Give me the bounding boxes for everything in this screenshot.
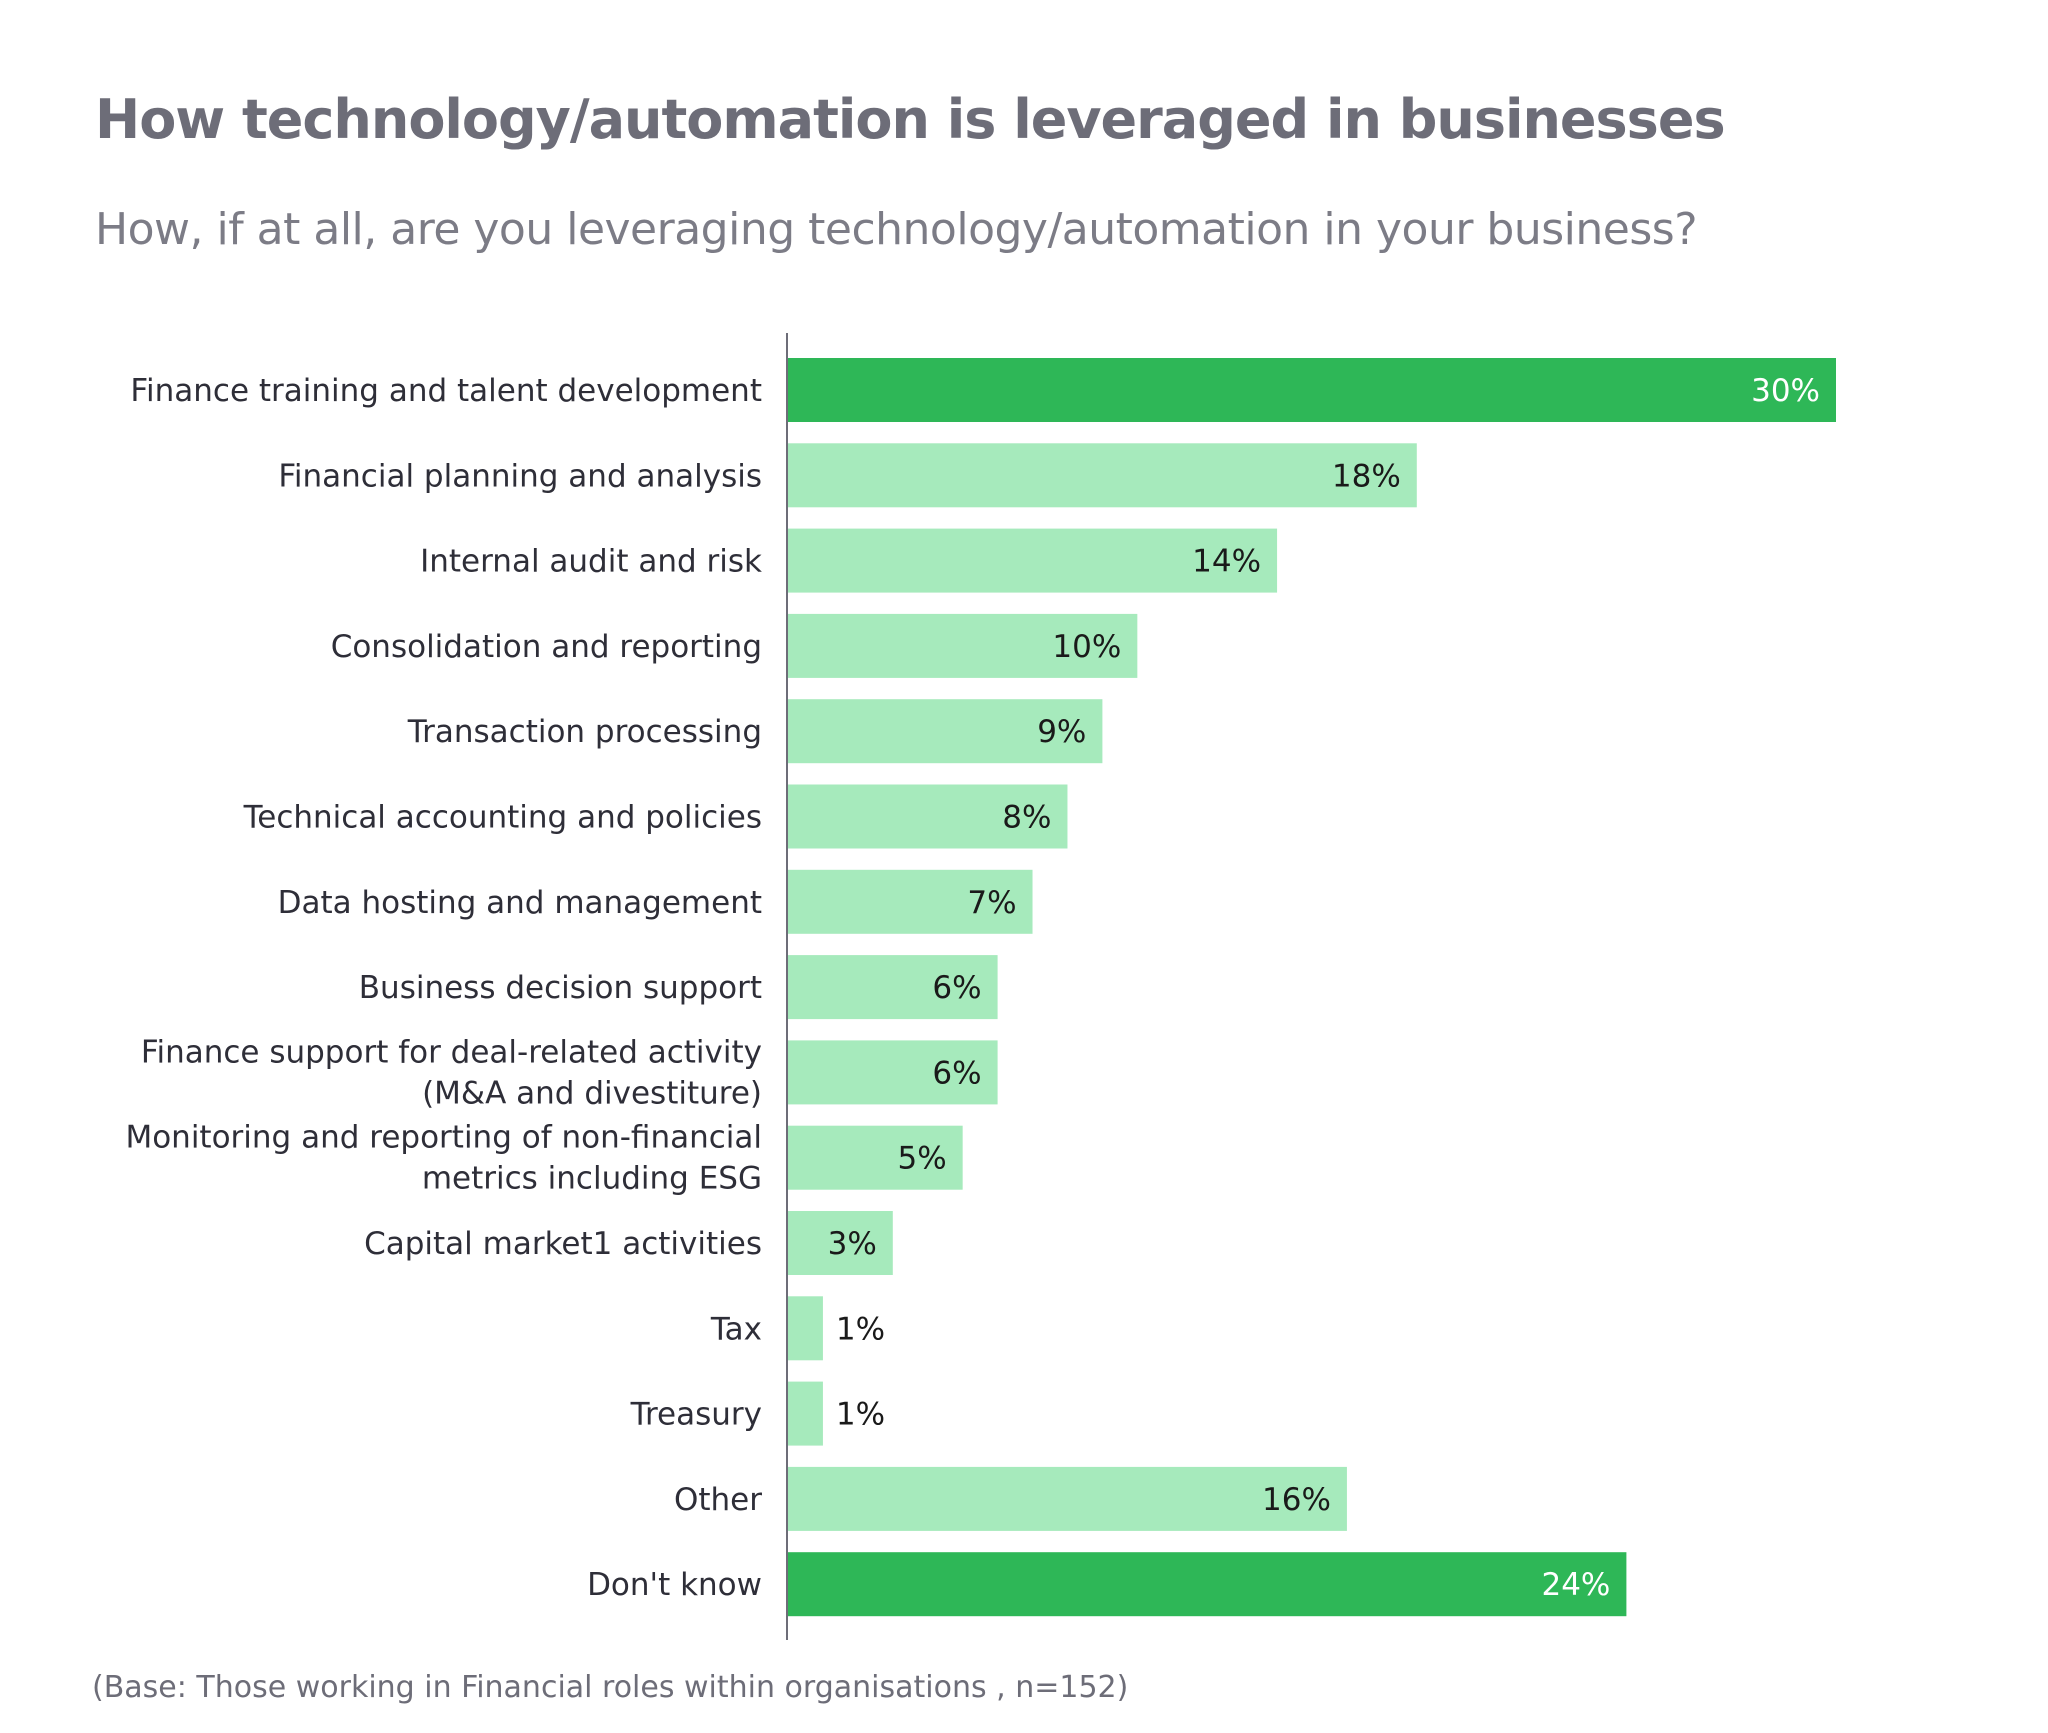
bar xyxy=(788,528,1278,593)
category-label: Tax xyxy=(710,1311,762,1347)
value-label: 30% xyxy=(1751,373,1820,409)
bar xyxy=(788,1125,963,1190)
bar xyxy=(788,358,1836,422)
value-label: 9% xyxy=(1037,714,1086,750)
chart-title: How technology/automation is leveraged i… xyxy=(95,88,1726,151)
value-label: 24% xyxy=(1541,1567,1610,1603)
category-label: Internal audit and risk xyxy=(420,544,762,580)
bar xyxy=(788,1466,1347,1531)
category-label-line: Tax xyxy=(710,1311,762,1347)
value-label: 7% xyxy=(967,885,1016,921)
bar xyxy=(788,869,1033,934)
bar xyxy=(788,1296,823,1361)
bar xyxy=(788,784,1068,849)
value-label: 3% xyxy=(828,1226,877,1262)
value-label: 14% xyxy=(1192,544,1261,580)
value-label: 1% xyxy=(836,1311,885,1347)
category-label-line: Internal audit and risk xyxy=(420,544,762,580)
value-label: 8% xyxy=(1002,800,1051,836)
category-label-line: metrics including ESG xyxy=(422,1161,762,1197)
category-label-line: (M&A and divestiture) xyxy=(422,1075,762,1111)
value-label: 16% xyxy=(1262,1482,1331,1518)
category-label-line: Monitoring and reporting of non-financia… xyxy=(125,1120,762,1156)
category-label: Financial planning and analysis xyxy=(278,458,762,494)
base-footnote: (Base: Those working in Financial roles … xyxy=(92,1670,1129,1705)
bar xyxy=(788,1040,998,1105)
category-label-line: Business decision support xyxy=(359,970,762,1006)
bar xyxy=(788,699,1103,764)
category-label-line: Consolidation and reporting xyxy=(331,629,762,665)
chart-subtitle: How, if at all, are you leveraging techn… xyxy=(95,204,1698,255)
category-label-line: Treasury xyxy=(630,1397,762,1433)
bars-group xyxy=(788,358,1836,1617)
category-labels-group: Finance training and talent development F… xyxy=(125,373,762,1603)
value-label: 5% xyxy=(897,1141,946,1177)
value-labels-group: 30% 18% 14% 10% 9% 8% 7% 6% 6% 5% 3% 1% 1% 16% 24% xyxy=(828,373,1820,1603)
category-label: Don't know xyxy=(587,1567,762,1603)
category-label: Transaction processing xyxy=(407,714,762,750)
bar xyxy=(788,613,1138,678)
category-label: Finance support for deal-related activit… xyxy=(141,1034,762,1111)
category-label-line: Don't know xyxy=(587,1567,762,1603)
category-label-line: Capital market1 activities xyxy=(364,1226,762,1262)
bar xyxy=(788,443,1417,508)
category-label: Monitoring and reporting of non-financia… xyxy=(125,1120,762,1197)
category-label: Data hosting and management xyxy=(278,885,762,921)
category-label: Other xyxy=(674,1482,762,1518)
bar xyxy=(788,1552,1627,1617)
category-label-line: Transaction processing xyxy=(407,714,762,750)
category-label: Capital market1 activities xyxy=(364,1226,762,1262)
category-label-line: Finance training and talent development xyxy=(130,373,762,409)
value-label: 1% xyxy=(836,1397,885,1433)
value-label: 18% xyxy=(1332,458,1401,494)
bar xyxy=(788,955,998,1020)
category-label: Finance training and talent development xyxy=(130,373,762,409)
value-label: 6% xyxy=(932,970,981,1006)
value-label: 10% xyxy=(1052,629,1121,665)
category-label-line: Data hosting and management xyxy=(278,885,762,921)
category-label: Consolidation and reporting xyxy=(331,629,762,665)
bar xyxy=(788,1211,893,1275)
category-label: Technical accounting and policies xyxy=(243,800,762,836)
category-label: Treasury xyxy=(630,1397,762,1433)
category-label: Business decision support xyxy=(359,970,762,1006)
bar xyxy=(788,1381,823,1446)
category-label-line: Financial planning and analysis xyxy=(278,458,762,494)
category-label-line: Other xyxy=(674,1482,762,1518)
category-label-line: Technical accounting and policies xyxy=(243,800,762,836)
category-label-line: Finance support for deal-related activit… xyxy=(141,1034,762,1070)
value-label: 6% xyxy=(932,1055,981,1091)
